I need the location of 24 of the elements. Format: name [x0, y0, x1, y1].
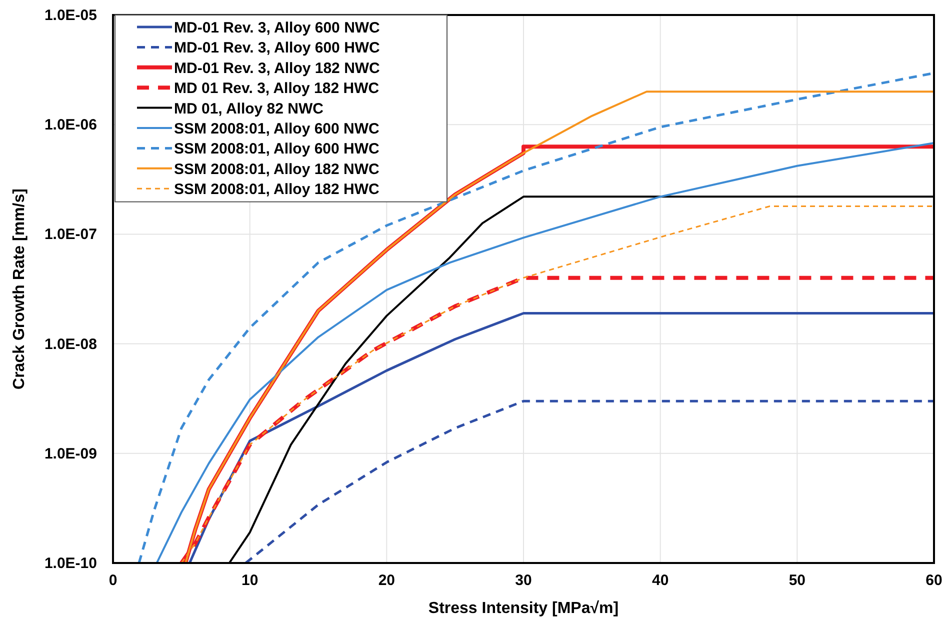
y-tick-label: 1.0E-05 — [44, 7, 97, 24]
y-tick-label: 1.0E-09 — [44, 445, 97, 462]
legend-label: MD-01 Rev. 3, Alloy 182 NWC — [174, 60, 380, 77]
legend-label: MD-01 Rev. 3, Alloy 600 HWC — [174, 40, 380, 57]
legend-label: MD-01 Rev. 3, Alloy 600 NWC — [174, 20, 380, 36]
y-tick-label: 1.0E-06 — [44, 116, 97, 134]
x-tick-label: 50 — [788, 572, 806, 589]
legend-label: SSM 2008:01, Alloy 600 HWC — [174, 140, 380, 158]
x-axis-title: Stress Intensity [MPa√m] — [428, 600, 619, 617]
legend-label: MD 01, Alloy 82 NWC — [174, 100, 324, 118]
y-tick-label: 1.0E-10 — [44, 555, 97, 572]
y-tick-label: 1.0E-08 — [44, 336, 97, 353]
x-tick-label: 30 — [515, 572, 532, 589]
x-tick-label: 20 — [378, 572, 396, 589]
x-tick-label: 40 — [652, 572, 669, 589]
x-tick-label: 60 — [926, 572, 942, 589]
legend-label: SSM 2008:01, Alloy 182 HWC — [174, 181, 380, 198]
x-tick-label: 0 — [108, 572, 118, 589]
legend-label: SSM 2008:01, Alloy 600 NWC — [174, 120, 380, 138]
y-axis-title: Crack Growth Rate [mm/s] — [11, 188, 28, 390]
legend-label: SSM 2008:01, Alloy 182 NWC — [174, 160, 380, 178]
x-tick-label: 10 — [241, 572, 258, 589]
y-tick-label: 1.0E-07 — [44, 226, 97, 244]
legend-label: MD 01 Rev. 3, Alloy 182 HWC — [174, 80, 380, 98]
